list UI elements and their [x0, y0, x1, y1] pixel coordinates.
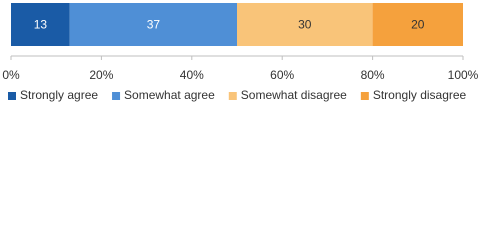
legend-label: Somewhat disagree — [241, 88, 347, 102]
legend-swatch — [360, 92, 369, 100]
x-tick-label: 80% — [361, 68, 385, 82]
legend-swatch — [112, 92, 121, 100]
data-label: 37 — [147, 18, 161, 32]
bar-segment — [237, 3, 373, 46]
legend-swatch — [8, 92, 16, 100]
data-label: 20 — [411, 18, 425, 32]
x-tick-label: 20% — [89, 68, 113, 82]
data-label: 30 — [298, 18, 312, 32]
bar-segment — [69, 3, 237, 46]
x-tick-label: 100% — [448, 68, 479, 82]
bar-segment — [11, 3, 70, 46]
page: 0% 20% 40% 60% 80% 100% 13 37 30 20 Strongly agree… — [0, 0, 484, 108]
data-label: 13 — [34, 18, 48, 32]
x-tick-label: 40% — [180, 68, 204, 82]
legend-label: Somewhat agree — [124, 88, 215, 102]
x-tick-label: 60% — [270, 68, 294, 82]
legend-label: Strongly agree — [20, 88, 98, 102]
legend-label: Strongly disagree — [373, 88, 467, 102]
bar-segment — [372, 3, 463, 46]
legend-swatch — [228, 92, 237, 100]
chart: 0% 20% 40% 60% 80% 100% 13 37 30 20 Strongly agree… — [2, 3, 479, 102]
x-tick-label: 0% — [2, 68, 20, 82]
